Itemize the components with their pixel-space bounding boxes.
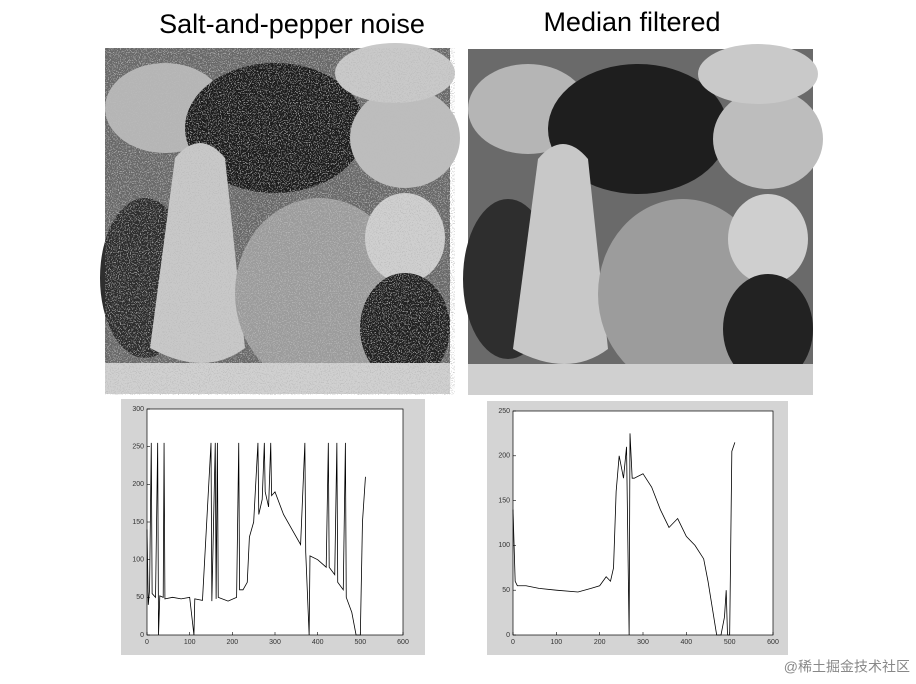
- y-tick-label: 250: [132, 444, 144, 451]
- y-tick-label: 200: [498, 453, 510, 460]
- x-tick-label: 100: [184, 639, 196, 646]
- x-tick-label: 200: [594, 639, 606, 646]
- x-tick-label: 500: [354, 639, 366, 646]
- x-tick-label: 0: [511, 639, 515, 646]
- y-tick-label: 0: [140, 632, 144, 639]
- y-tick-label: 50: [136, 594, 144, 601]
- watermark: @稀土掘金技术社区: [784, 659, 910, 675]
- profile-line: [512, 433, 736, 636]
- filtered-image: [463, 44, 823, 395]
- x-tick-label: 600: [767, 639, 779, 646]
- y-tick-label: 0: [506, 632, 510, 639]
- profile-line: [146, 442, 366, 636]
- right-title: Median filtered: [543, 7, 720, 37]
- y-tick-label: 250: [498, 408, 510, 415]
- y-tick-label: 150: [498, 497, 510, 504]
- noisy-image: [100, 43, 460, 395]
- y-tick-label: 300: [132, 406, 144, 413]
- y-tick-label: 50: [502, 587, 510, 594]
- left-title: Salt-and-pepper noise: [159, 9, 425, 39]
- x-tick-label: 0: [145, 639, 149, 646]
- x-tick-label: 400: [680, 639, 692, 646]
- plot-area: [146, 408, 404, 636]
- y-tick-label: 150: [132, 519, 144, 526]
- x-tick-label: 300: [269, 639, 281, 646]
- x-tick-label: 600: [397, 639, 409, 646]
- y-tick-label: 200: [132, 481, 144, 488]
- y-tick-label: 100: [498, 542, 510, 549]
- x-tick-label: 400: [312, 639, 324, 646]
- y-tick-label: 100: [132, 557, 144, 564]
- x-tick-label: 200: [226, 639, 238, 646]
- x-tick-label: 100: [550, 639, 562, 646]
- x-tick-label: 300: [637, 639, 649, 646]
- x-tick-label: 500: [724, 639, 736, 646]
- plot-area: [512, 410, 774, 636]
